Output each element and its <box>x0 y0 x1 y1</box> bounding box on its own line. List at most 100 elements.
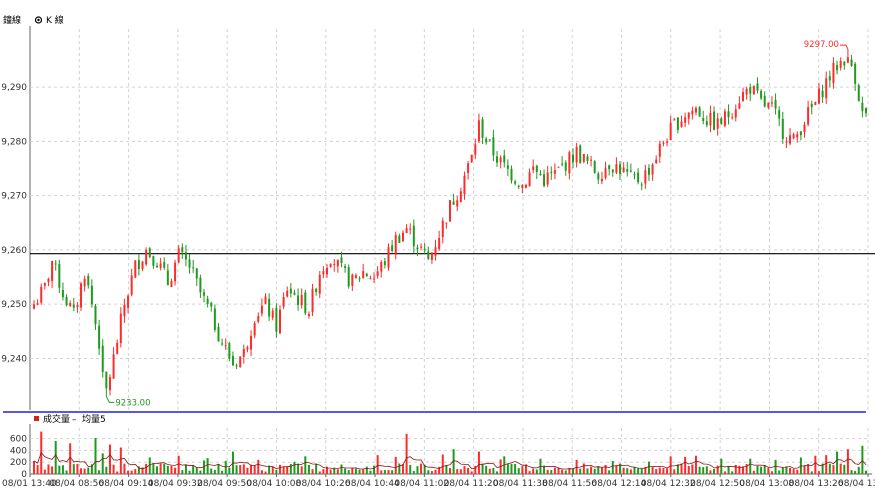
volume-bar <box>597 466 600 474</box>
candle-body <box>123 304 126 317</box>
volume-bar <box>369 470 372 474</box>
candle-body <box>278 309 281 334</box>
candle-body <box>43 282 46 286</box>
volume-bar <box>825 455 828 474</box>
volume-bar <box>351 467 354 474</box>
volume-bar <box>101 453 104 474</box>
header-tab-kline[interactable]: K 線 <box>46 14 64 26</box>
candle-body <box>112 354 115 379</box>
candle-body <box>600 178 603 182</box>
candle-body <box>524 184 527 188</box>
candle-body <box>145 250 148 265</box>
volume-bar <box>391 470 394 474</box>
y-tick-label: 9,280 <box>1 137 27 147</box>
volume-bar <box>521 466 524 474</box>
x-tick-label: 08/04 10:44 <box>345 479 400 489</box>
volume-bar <box>669 456 672 474</box>
candle-body <box>839 60 842 68</box>
candle-body <box>250 335 253 350</box>
volume-legend-series2: 均量5 <box>82 413 106 425</box>
candle-body <box>799 131 802 136</box>
volume-bar <box>43 469 46 474</box>
candle-body <box>199 277 202 293</box>
header-tab-minute[interactable]: 鐘線 <box>3 14 21 26</box>
volume-bar <box>315 463 318 474</box>
volume-bar <box>550 470 553 474</box>
volume-bar <box>561 469 564 474</box>
x-tick-label: 08/04 11:20 <box>444 479 499 489</box>
candle-body <box>412 225 415 247</box>
volume-bar <box>192 465 195 474</box>
candle-body <box>517 185 520 187</box>
volume-bar <box>629 469 632 474</box>
volume-bar <box>535 469 538 474</box>
candle-body <box>622 167 625 173</box>
volume-bar <box>344 468 347 474</box>
volume-bar <box>640 468 643 474</box>
candle-body <box>326 267 329 275</box>
volume-bar <box>467 468 470 474</box>
volume-bar <box>170 465 173 474</box>
candle-body <box>373 278 376 280</box>
volume-bar <box>155 466 158 474</box>
volume-bar <box>268 465 271 474</box>
volume-bar <box>456 469 459 474</box>
candle-body <box>170 280 173 287</box>
x-tick-label: 08/04 11:38 <box>493 479 548 489</box>
volume-bar <box>796 469 799 474</box>
volume-bar <box>275 469 278 474</box>
candle-body <box>633 174 636 176</box>
volume-bar <box>213 470 216 474</box>
volume-bar <box>543 465 546 474</box>
volume-bar <box>666 468 669 474</box>
volume-bar <box>36 465 39 474</box>
volume-bar <box>568 468 571 474</box>
volume-bar <box>749 458 752 474</box>
candle-body <box>271 310 274 318</box>
volume-bar <box>731 471 734 474</box>
volume-bar <box>174 467 177 474</box>
candle-body <box>644 170 647 184</box>
volume-bar <box>807 463 810 474</box>
x-tick-label: 08/04 09:32 <box>148 479 203 489</box>
volume-bar <box>702 467 705 474</box>
candle-body <box>40 286 43 303</box>
volume-bar <box>76 463 79 474</box>
volume-bar <box>600 467 603 474</box>
volume-bar <box>517 468 520 474</box>
candle-body <box>702 118 705 122</box>
candle-body <box>734 109 737 118</box>
volume-bar <box>734 464 737 474</box>
candle-body <box>416 247 419 250</box>
volume-bar <box>828 463 831 474</box>
candle-body <box>709 112 712 126</box>
candle-body <box>817 88 820 104</box>
candle-body <box>242 348 245 357</box>
candle-body <box>499 157 502 163</box>
candle-body <box>470 154 473 162</box>
candle-body <box>401 232 404 242</box>
candle-body <box>253 323 256 336</box>
volume-bar <box>61 465 64 474</box>
candle-body <box>394 235 397 254</box>
candle-body <box>575 146 578 163</box>
volume-bar <box>199 470 202 474</box>
volume-bar <box>586 468 589 474</box>
candle-body <box>568 152 571 174</box>
candle-body <box>329 263 332 268</box>
candle-body <box>398 235 401 243</box>
candle-body <box>503 155 506 163</box>
candle-body <box>80 283 83 308</box>
candle-body <box>141 261 144 270</box>
candle-body <box>488 139 491 141</box>
volume-bar <box>647 461 650 474</box>
candle-body <box>684 117 687 123</box>
candle-body <box>770 102 773 104</box>
volume-bar <box>322 469 325 474</box>
candle-body <box>474 144 477 155</box>
candle-body <box>105 371 108 389</box>
volume-bar <box>633 466 636 474</box>
candle-body <box>731 117 734 119</box>
volume-bar <box>474 465 477 474</box>
